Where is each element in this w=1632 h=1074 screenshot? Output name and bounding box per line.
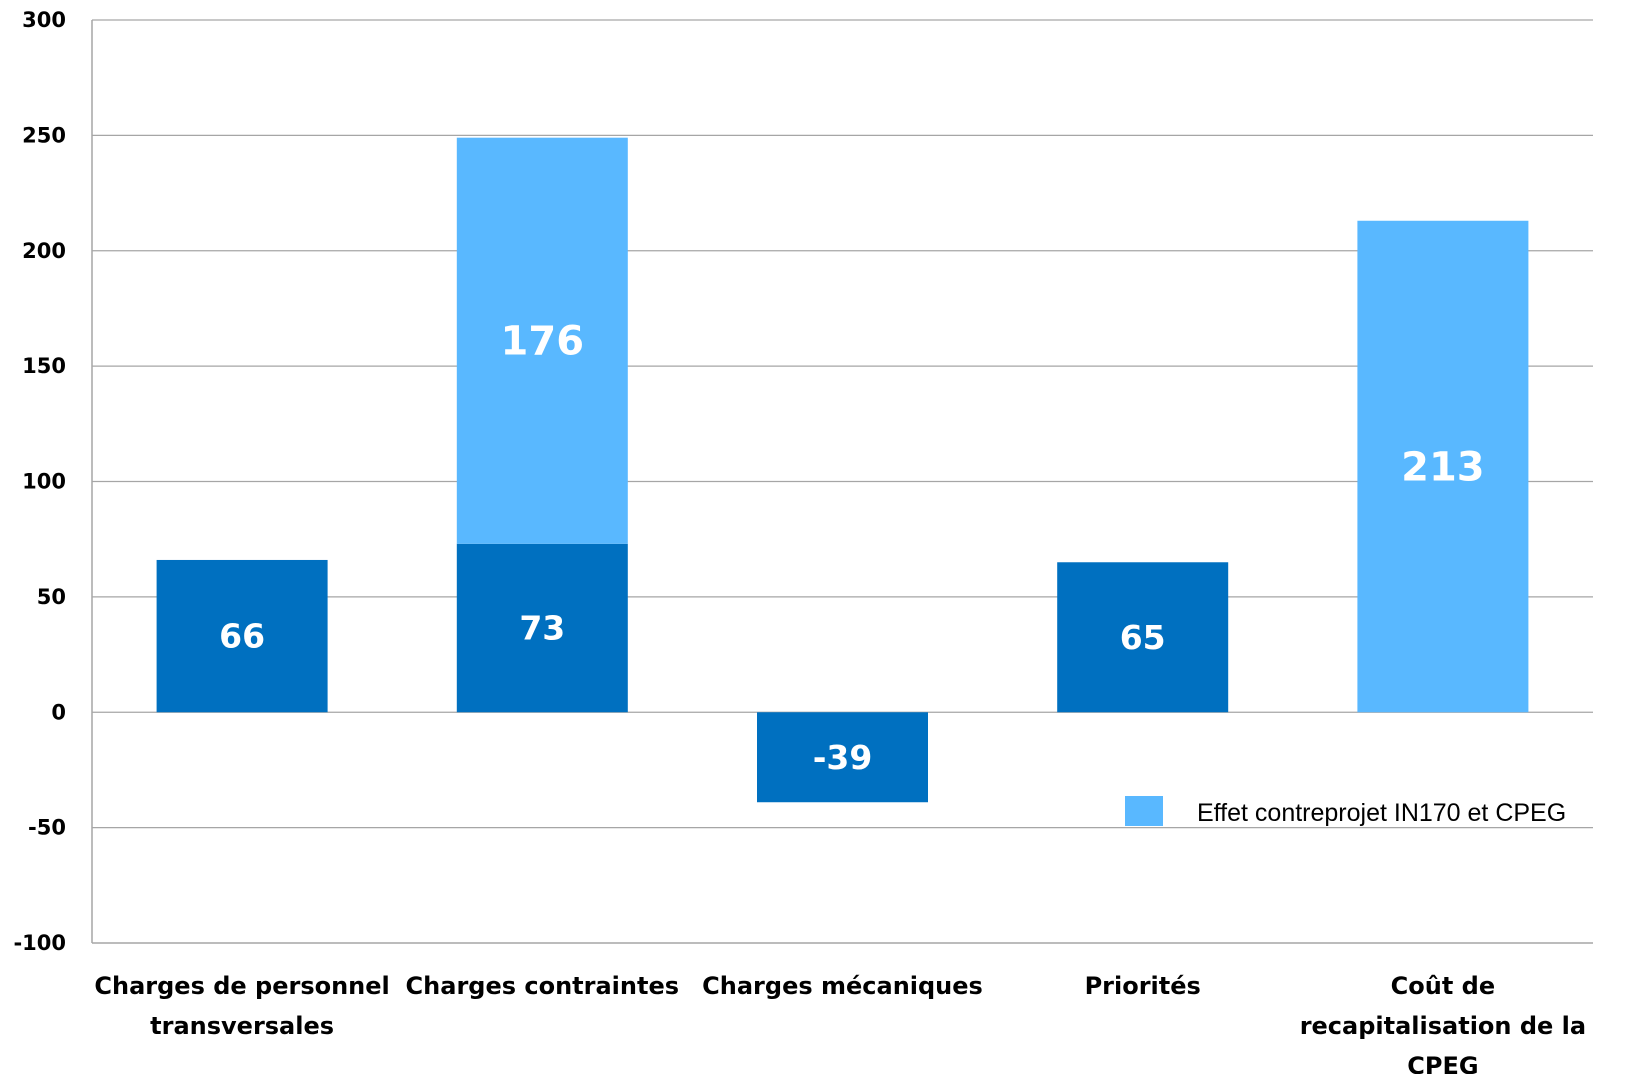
y-tick-label-0: 0	[51, 700, 66, 724]
legend-swatch-series-2	[1125, 796, 1163, 826]
data-label-charges-de-personnel-transversales-series-1: 66	[219, 617, 265, 656]
bar-charges-de-personnel-transversales-series-1	[156, 559, 328, 713]
y-tick-label-200: 200	[22, 239, 66, 263]
x-axis-category-labels: Charges de personnel transversales Charges…	[94, 972, 1586, 1074]
y-tick-label-50: -50	[28, 816, 66, 840]
axes	[91, 20, 1593, 944]
data-label-charges-mecaniques-series-1: -39	[813, 738, 873, 777]
y-tick-label-250: 250	[22, 123, 66, 147]
legend: Effet contreprojet IN170 et CPEG	[1125, 796, 1566, 827]
data-label-priorites-series-1: 65	[1120, 618, 1166, 657]
category-label-charges-mecaniques: Charges mécaniques	[702, 972, 983, 1000]
category-label-priorites: Priorités	[1085, 972, 1201, 1000]
bar-charges-contraintes-series-1	[456, 543, 628, 713]
category-label-charges-contraintes: Charges contraintes	[406, 972, 679, 1000]
category-label-charges-de-personnel-transversales: Charges de personnel transversales	[94, 972, 389, 1040]
y-tick-label-100: 100	[22, 470, 66, 494]
bars	[156, 137, 1529, 803]
bar-priorites-series-1	[1057, 562, 1229, 713]
data-label-charges-contraintes-series-2: 176	[501, 319, 585, 365]
y-axis-tick-labels: 300 250 200 150 100 50 0 -50 -100	[13, 8, 66, 955]
bar-charges-mecaniques-series-1	[757, 712, 928, 803]
data-label-charges-contraintes-series-1: 73	[519, 609, 565, 648]
bar-charges-contraintes-series-2	[456, 137, 628, 544]
data-labels: 66 73 176 -39 65 213	[219, 319, 1485, 777]
y-tick-label-50: 50	[37, 585, 66, 609]
legend-label-series-2: Effet contreprojet IN170 et CPEG	[1197, 799, 1566, 827]
y-tick-label-300: 300	[22, 8, 66, 32]
data-label-cout-de-recapitalisation-de-la-cpeg-series-2: 213	[1401, 445, 1485, 491]
gridlines	[92, 19, 1593, 829]
category-label-cout-de-recapitalisation-de-la-cpeg: Coût de recapitalisation de la CPEG	[1300, 972, 1586, 1074]
bar-cout-de-recapitalisation-de-la-cpeg-series-2	[1357, 220, 1529, 713]
y-tick-label-150: 150	[22, 354, 66, 378]
y-tick-label-100: -100	[13, 931, 66, 955]
